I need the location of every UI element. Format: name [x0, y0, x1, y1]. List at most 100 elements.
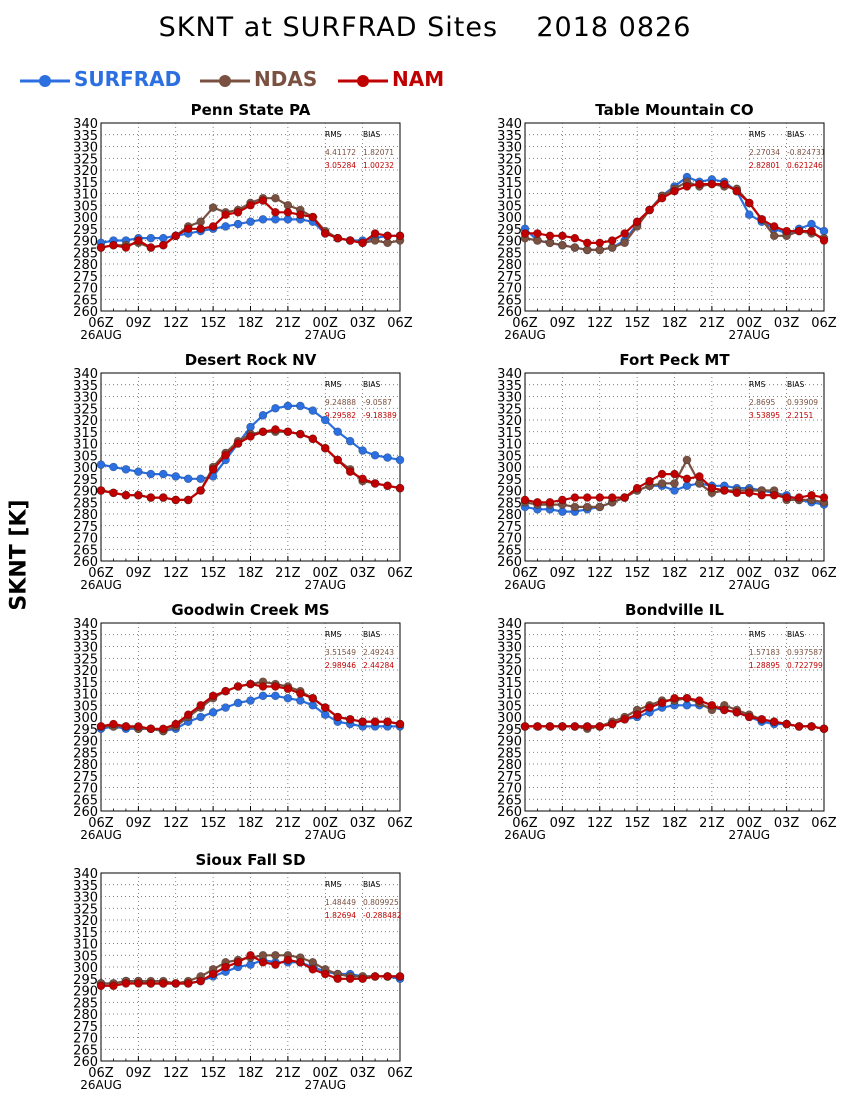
data-point: [296, 210, 305, 219]
x-tick-label: 06Z: [512, 816, 538, 831]
data-point: [109, 981, 118, 991]
chart-panel: Desert Rock NV26026527027528028529029530…: [73, 351, 413, 592]
data-point: [171, 495, 181, 505]
series-surfrad: [96, 401, 405, 484]
date-label: 26AUG: [80, 328, 122, 342]
data-point: [109, 462, 118, 472]
data-point: [233, 208, 243, 217]
data-point: [258, 410, 268, 420]
series-ndas: [520, 455, 829, 512]
data-point: [620, 493, 629, 502]
x-tick-label: 12Z: [587, 566, 613, 581]
data-point: [370, 229, 380, 238]
series-nam: [96, 425, 405, 505]
stats-nam-bias: 2.44284: [363, 661, 394, 670]
y-tick-label: 265: [497, 543, 522, 558]
date-label: 27AUG: [304, 578, 346, 592]
chart-title: Desert Rock NV: [185, 351, 317, 369]
y-tick-label: 265: [73, 543, 98, 558]
y-tick-label: 325: [497, 402, 522, 417]
y-tick-label: 330: [73, 391, 98, 406]
data-point: [632, 710, 642, 719]
data-point: [121, 465, 131, 474]
stats-header-bias: BIAS: [787, 380, 804, 389]
y-tick-label: 340: [73, 617, 98, 632]
data-point: [246, 696, 255, 705]
stats-nam-rms: 1.82694: [325, 911, 356, 920]
y-tick-label: 325: [73, 152, 98, 167]
y-tick-label: 315: [497, 176, 522, 191]
x-tick-label: 09Z: [126, 816, 152, 831]
y-tick-label: 300: [73, 961, 98, 976]
legend-dot: [39, 75, 51, 87]
y-tick-label: 295: [497, 473, 522, 488]
data-point: [121, 722, 131, 731]
legend-marker-nam: [338, 75, 388, 87]
x-tick-label: 18Z: [238, 316, 264, 331]
data-point: [283, 401, 293, 411]
chart-panel: Penn State PA 260265270275280285290295300…: [73, 101, 413, 342]
date-label: 27AUG: [728, 578, 770, 592]
x-tick-label: 03Z: [774, 816, 800, 831]
data-point: [769, 222, 779, 231]
data-point: [620, 715, 629, 724]
x-tick-label: 21Z: [275, 1066, 301, 1081]
x-tick-label: 18Z: [662, 816, 688, 831]
stats-header-rms: RMS: [325, 130, 342, 139]
data-point: [258, 957, 268, 967]
y-tick-label: 290: [73, 985, 98, 1000]
data-point: [233, 219, 243, 229]
x-tick-label: 06Z: [88, 1066, 114, 1081]
series-line-nam: [100, 682, 401, 730]
data-point: [370, 479, 380, 488]
chart-panel: Sioux Fall SD 260265270275280285290295300…: [73, 851, 413, 1092]
legend-marker-ndas: [200, 75, 250, 87]
data-point: [670, 693, 679, 703]
stats-header-bias: BIAS: [363, 880, 380, 889]
x-tick-label: 09Z: [550, 816, 576, 831]
data-point: [595, 722, 605, 731]
y-tick-label: 265: [73, 293, 98, 308]
y-tick-label: 340: [73, 867, 98, 882]
y-tick-label: 275: [73, 1020, 98, 1035]
data-point: [196, 486, 205, 495]
x-tick-label: 03Z: [350, 566, 376, 581]
data-point: [757, 215, 767, 224]
data-point: [158, 469, 168, 479]
data-point: [720, 705, 729, 715]
stats-ndas-bias: 0.809925: [363, 898, 399, 907]
data-point: [109, 719, 118, 729]
x-tick-label: 12Z: [163, 816, 189, 831]
x-tick-label: 12Z: [587, 816, 613, 831]
data-point: [208, 465, 218, 474]
date-label: 26AUG: [504, 828, 546, 842]
data-point: [233, 682, 243, 691]
y-tick-label: 300: [73, 461, 98, 476]
y-tick-label: 270: [73, 1032, 98, 1047]
data-point: [308, 434, 318, 444]
x-tick-label: 03Z: [774, 316, 800, 331]
x-tick-label: 09Z: [550, 316, 576, 331]
data-point: [383, 453, 392, 462]
data-point: [819, 724, 829, 734]
data-point: [582, 238, 592, 248]
data-point: [296, 957, 305, 967]
stats-ndas-bias: 0.93909: [787, 398, 818, 407]
data-point: [570, 502, 580, 512]
stats-ndas-rms: 2.8695: [749, 398, 775, 407]
data-point: [246, 432, 255, 441]
data-point: [645, 205, 654, 215]
y-tick-label: 305: [497, 199, 522, 214]
stats-header-rms: RMS: [749, 380, 766, 389]
y-tick-label: 315: [73, 676, 98, 691]
data-point: [533, 722, 542, 731]
stats-ndas-bias: 1.82071: [363, 148, 394, 157]
legend-dot: [219, 75, 231, 87]
date-label: 27AUG: [304, 328, 346, 342]
y-tick-label: 340: [73, 367, 98, 382]
legend-dot: [357, 75, 369, 87]
y-tick-label: 295: [73, 223, 98, 238]
page-title: SKNT at SURFRAD Sites 2018 0826: [158, 12, 692, 43]
date-label: 26AUG: [504, 578, 546, 592]
legend-marker-surfrad: [20, 75, 70, 87]
